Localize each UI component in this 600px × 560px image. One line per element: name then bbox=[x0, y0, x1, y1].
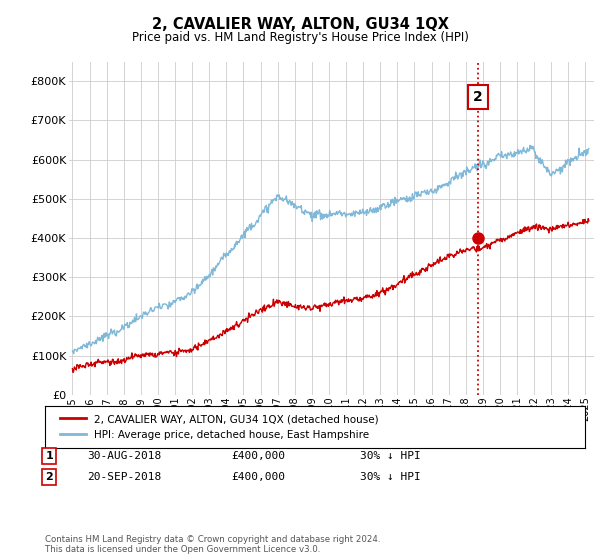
Legend: 2, CAVALIER WAY, ALTON, GU34 1QX (detached house), HPI: Average price, detached : 2, CAVALIER WAY, ALTON, GU34 1QX (detach… bbox=[56, 410, 383, 444]
Text: 30% ↓ HPI: 30% ↓ HPI bbox=[360, 472, 421, 482]
Text: Contains HM Land Registry data © Crown copyright and database right 2024.
This d: Contains HM Land Registry data © Crown c… bbox=[45, 535, 380, 554]
Text: 2: 2 bbox=[46, 472, 53, 482]
Text: 1: 1 bbox=[46, 451, 53, 461]
Text: £400,000: £400,000 bbox=[231, 472, 285, 482]
Text: Price paid vs. HM Land Registry's House Price Index (HPI): Price paid vs. HM Land Registry's House … bbox=[131, 31, 469, 44]
Text: £400,000: £400,000 bbox=[231, 451, 285, 461]
Text: 2: 2 bbox=[473, 90, 483, 104]
Text: 2, CAVALIER WAY, ALTON, GU34 1QX: 2, CAVALIER WAY, ALTON, GU34 1QX bbox=[151, 17, 449, 32]
Text: 30% ↓ HPI: 30% ↓ HPI bbox=[360, 451, 421, 461]
Text: 20-SEP-2018: 20-SEP-2018 bbox=[87, 472, 161, 482]
Text: 30-AUG-2018: 30-AUG-2018 bbox=[87, 451, 161, 461]
